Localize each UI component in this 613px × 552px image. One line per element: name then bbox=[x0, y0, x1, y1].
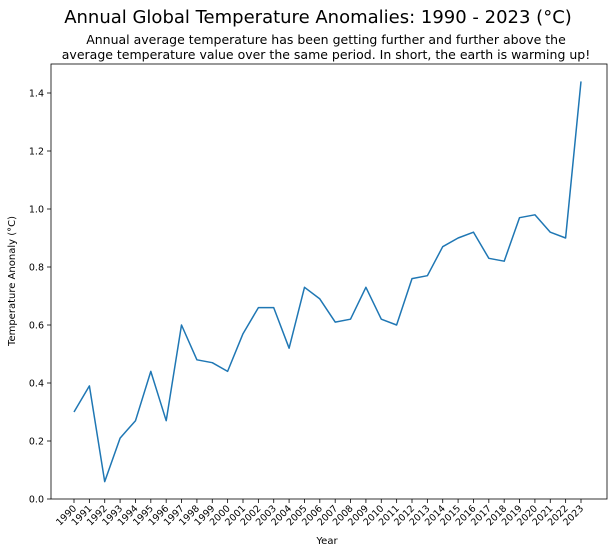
y-tick-label: 0.8 bbox=[29, 263, 44, 274]
y-axis: 0.0 0.2 0.4 0.6 0.8 1.0 1.2 1.4 bbox=[29, 89, 51, 506]
y-tick-label: 1.4 bbox=[29, 89, 44, 100]
y-tick-label: 1.0 bbox=[29, 205, 44, 216]
y-tick-label: 0.0 bbox=[29, 495, 44, 506]
y-tick-label: 1.2 bbox=[29, 147, 44, 158]
plot-frame bbox=[50, 63, 608, 500]
x-axis-label: Year bbox=[315, 536, 338, 547]
chart-subtitle-line-1: Annual average temperature has been gett… bbox=[86, 32, 566, 47]
y-tick-label: 0.2 bbox=[29, 437, 44, 448]
chart-subtitle-line-2: average temperature value over the same … bbox=[62, 47, 590, 62]
chart-title: Annual Global Temperature Anomalies: 199… bbox=[64, 7, 572, 28]
x-axis: 1990199119921993199419951996199719981999… bbox=[54, 499, 586, 528]
y-tick-label: 0.4 bbox=[29, 379, 44, 390]
y-tick-label: 0.6 bbox=[29, 321, 44, 332]
plot-area: 0.0 0.2 0.4 0.6 0.8 1.0 1.2 1.4 199019911992199… bbox=[29, 63, 608, 528]
y-axis-label: Temperature Anonaly (°C) bbox=[7, 216, 18, 347]
series-line bbox=[73, 81, 582, 483]
